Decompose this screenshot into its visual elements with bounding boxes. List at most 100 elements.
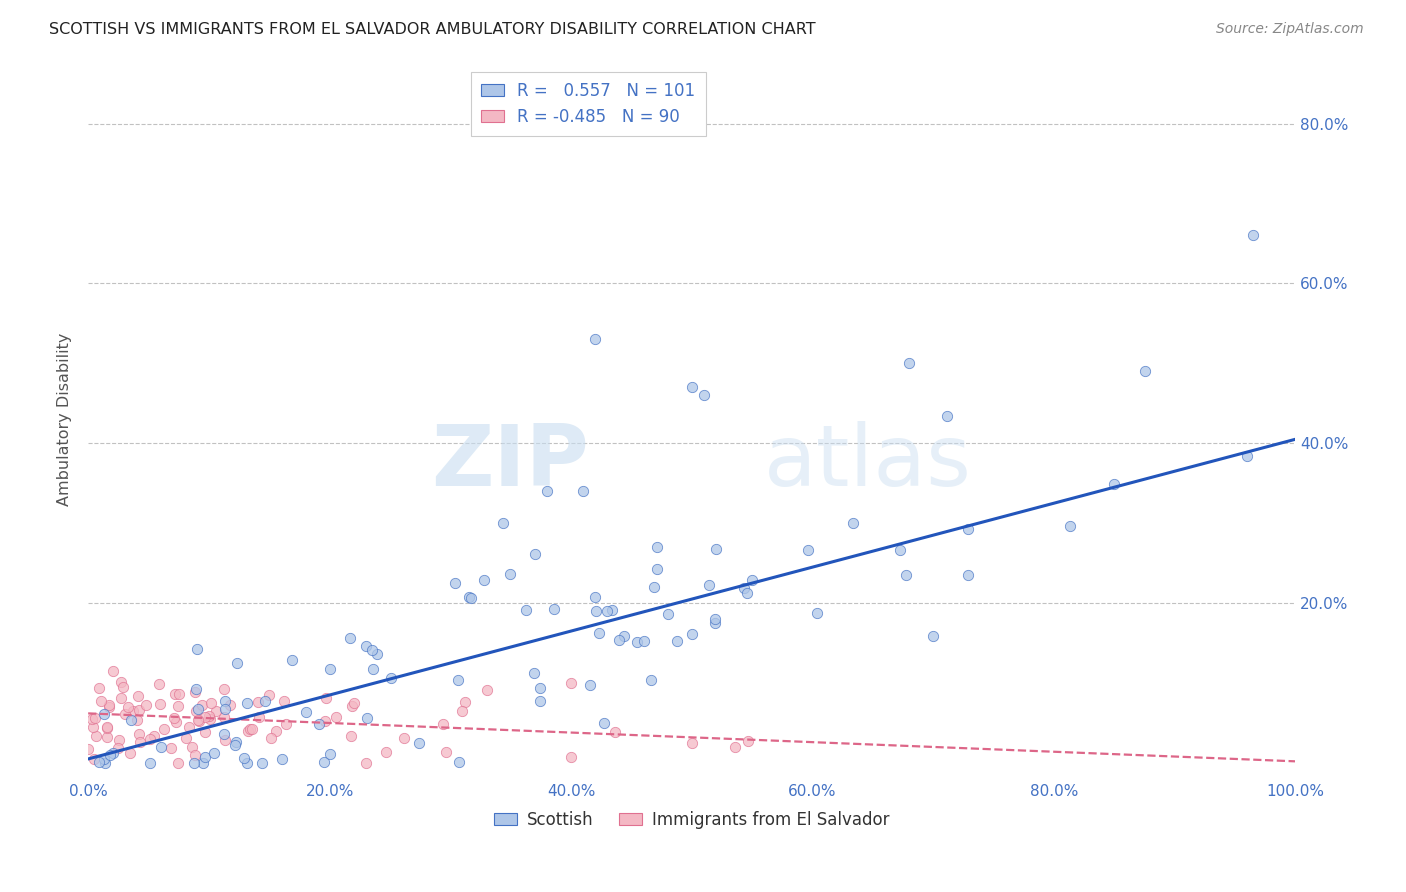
Point <box>693 388 716 402</box>
Point <box>308 717 330 731</box>
Point <box>956 568 979 582</box>
Point <box>101 746 124 760</box>
Point <box>83 751 105 765</box>
Point <box>1236 449 1258 463</box>
Point <box>315 691 337 706</box>
Point <box>356 711 378 725</box>
Point <box>449 755 471 769</box>
Point <box>232 750 254 764</box>
Point <box>295 705 318 719</box>
Point <box>198 709 221 723</box>
Point <box>529 681 551 695</box>
Point <box>266 723 288 738</box>
Point <box>375 745 398 759</box>
Point <box>139 756 162 770</box>
Point <box>163 711 186 725</box>
Point <box>214 732 236 747</box>
Point <box>114 706 136 721</box>
Point <box>218 698 240 712</box>
Point <box>447 673 470 687</box>
Point <box>681 380 703 394</box>
Point <box>681 736 703 750</box>
Point <box>240 723 263 737</box>
Point <box>733 581 755 595</box>
Point <box>360 642 382 657</box>
Point <box>127 713 149 727</box>
Point <box>225 735 247 749</box>
Point <box>626 635 648 649</box>
Point <box>187 713 209 727</box>
Point <box>354 756 377 770</box>
Point <box>184 747 207 762</box>
Point <box>184 682 207 697</box>
Point <box>585 604 607 618</box>
Point <box>572 484 595 499</box>
Point <box>117 700 139 714</box>
Point <box>339 631 361 645</box>
Point <box>236 696 259 710</box>
Point <box>1133 364 1156 378</box>
Point <box>194 710 217 724</box>
Point <box>922 629 945 643</box>
Point <box>138 732 160 747</box>
Point <box>889 543 911 558</box>
Point <box>609 632 631 647</box>
Point <box>212 681 235 696</box>
Point <box>98 747 121 762</box>
Text: SCOTTISH VS IMMIGRANTS FROM EL SALVADOR AMBULATORY DISABILITY CORRELATION CHART: SCOTTISH VS IMMIGRANTS FROM EL SALVADOR … <box>49 22 815 37</box>
Point <box>737 734 759 748</box>
Point <box>392 731 415 745</box>
Point <box>77 741 100 756</box>
Point <box>184 685 207 699</box>
Point <box>273 694 295 708</box>
Point <box>224 738 246 752</box>
Point <box>499 567 522 582</box>
Point <box>657 607 679 622</box>
Point <box>94 756 117 770</box>
Legend: Scottish, Immigrants from El Salvador: Scottish, Immigrants from El Salvador <box>488 804 897 835</box>
Point <box>704 615 727 630</box>
Point <box>166 698 188 713</box>
Point <box>257 688 280 702</box>
Point <box>121 704 143 718</box>
Point <box>458 590 481 604</box>
Point <box>681 626 703 640</box>
Point <box>200 712 222 726</box>
Point <box>515 602 537 616</box>
Point <box>181 740 204 755</box>
Point <box>666 634 689 648</box>
Point <box>183 756 205 770</box>
Point <box>735 586 758 600</box>
Point <box>645 540 668 554</box>
Point <box>187 702 209 716</box>
Point <box>247 709 270 723</box>
Point <box>225 656 247 670</box>
Point <box>454 695 477 709</box>
Point <box>475 683 498 698</box>
Point <box>169 687 191 701</box>
Point <box>325 710 347 724</box>
Point <box>153 722 176 736</box>
Point <box>796 543 818 558</box>
Point <box>741 573 763 587</box>
Point <box>314 756 336 770</box>
Text: Source: ZipAtlas.com: Source: ZipAtlas.com <box>1216 22 1364 37</box>
Point <box>84 711 107 725</box>
Point <box>160 740 183 755</box>
Point <box>239 722 262 736</box>
Point <box>129 735 152 749</box>
Point <box>236 724 259 739</box>
Point <box>935 409 957 423</box>
Point <box>128 703 150 717</box>
Point <box>314 714 336 729</box>
Point <box>645 561 668 575</box>
Point <box>98 700 121 714</box>
Point <box>697 578 720 592</box>
Point <box>596 604 619 618</box>
Point <box>194 749 217 764</box>
Point <box>87 681 110 695</box>
Point <box>184 704 207 718</box>
Point <box>166 756 188 770</box>
Point <box>236 756 259 770</box>
Point <box>898 356 921 370</box>
